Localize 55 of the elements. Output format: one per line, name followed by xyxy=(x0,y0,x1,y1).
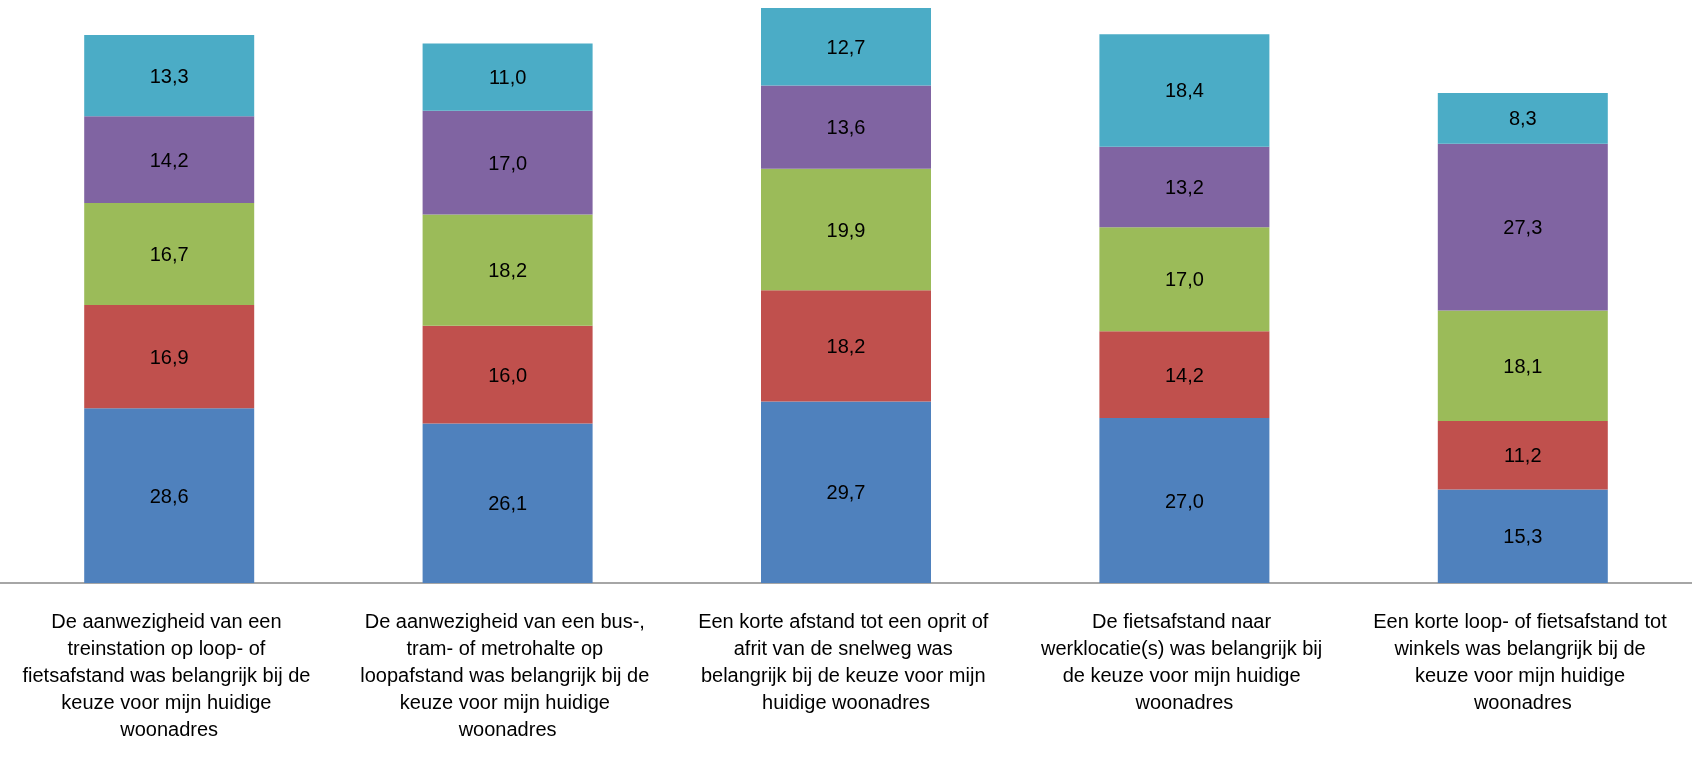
data-label: 16,7 xyxy=(149,242,189,265)
data-label: 26,1 xyxy=(488,492,528,515)
data-label: 11,0 xyxy=(488,66,527,89)
data-label: 17,0 xyxy=(488,151,528,174)
data-label: 16,0 xyxy=(488,363,528,386)
data-label: 17,0 xyxy=(1164,268,1204,291)
bar xyxy=(422,43,593,111)
bar xyxy=(1437,310,1608,422)
bar xyxy=(1437,143,1608,311)
data-label: 13,2 xyxy=(1164,176,1204,199)
data-label: 16,9 xyxy=(149,345,189,368)
data-label: 19,9 xyxy=(826,218,866,241)
data-label: 15,3 xyxy=(1503,525,1543,548)
bar xyxy=(1099,34,1270,147)
data-label: 27,3 xyxy=(1503,216,1543,239)
data-label: 13,6 xyxy=(826,116,866,139)
data-label: 18,2 xyxy=(826,334,866,357)
data-label: 18,2 xyxy=(488,259,528,282)
data-label: 18,4 xyxy=(1164,79,1204,102)
bar xyxy=(761,401,931,583)
bar xyxy=(84,408,255,583)
data-label: 18,1 xyxy=(1503,354,1543,377)
data-label: 8,3 xyxy=(1508,107,1537,130)
bar xyxy=(1437,489,1608,583)
bar xyxy=(761,8,931,86)
data-label: 14,2 xyxy=(1164,363,1204,386)
data-label: 13,3 xyxy=(149,64,189,87)
bar xyxy=(422,214,593,326)
bar xyxy=(1099,227,1270,332)
bar xyxy=(84,34,255,117)
data-label: 12,7 xyxy=(826,35,866,58)
data-label: 28,6 xyxy=(149,484,189,507)
x-tick-label: De fietsafstand naar werklocatie(s) was belangrijk bij de keuze voor mijn huidige woonadres xyxy=(1040,609,1328,713)
x-tick-label: Een korte afstand tot een oprit of afrit van de snelweg was belangrijk bij de keuze voor mijn huidige woonadres xyxy=(698,609,994,713)
bar xyxy=(422,325,593,424)
bar xyxy=(84,304,255,409)
x-tick-label: Een korte loop- of fietsafstand tot winkels was belangrijk bij de keuze voor mijn huidige woonadres xyxy=(1373,609,1673,713)
bar xyxy=(761,168,931,291)
bar xyxy=(422,110,593,215)
bar xyxy=(84,202,255,305)
bar xyxy=(1099,331,1270,419)
data-label: 11,2 xyxy=(1504,444,1542,467)
x-tick-label: De aanwezigheid van een treinstation op loop- of fietsafstand was belangrijk bij de keuze voor mijn huidige woonadres xyxy=(22,609,316,740)
data-label: 29,7 xyxy=(826,481,866,504)
data-label: 14,2 xyxy=(149,148,189,171)
bar xyxy=(84,116,255,203)
data-label: 27,0 xyxy=(1164,489,1204,512)
bar xyxy=(761,290,931,402)
bar xyxy=(1099,146,1270,228)
bar xyxy=(761,85,931,169)
bar xyxy=(1099,418,1270,583)
bar xyxy=(422,423,593,583)
bar xyxy=(1437,421,1608,490)
x-tick-label: De aanwezigheid van een bus-, tram- of metrohalte op loopafstand was belangrijk bij de keuze voor mijn huidige woonadres xyxy=(360,609,655,740)
bar xyxy=(1437,92,1608,144)
